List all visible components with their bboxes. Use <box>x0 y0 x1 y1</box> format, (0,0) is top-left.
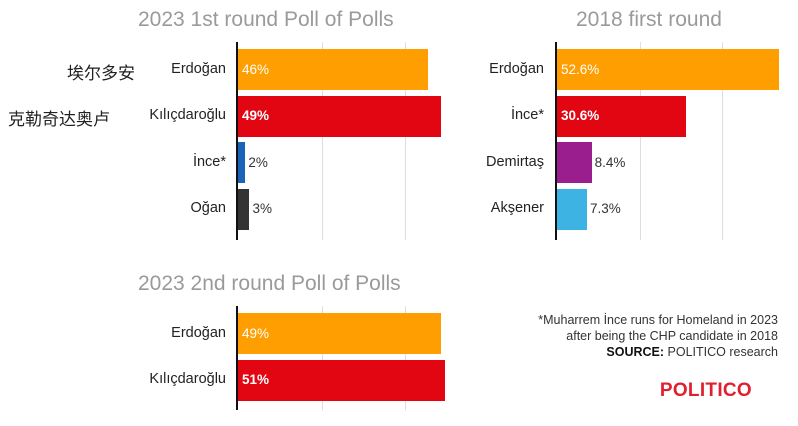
bar <box>237 188 250 230</box>
footnote-source: SOURCE: POLITICO research <box>458 344 778 360</box>
gridline <box>405 306 406 410</box>
value-label: 2% <box>248 154 268 170</box>
bar <box>237 49 429 90</box>
footnote: *Muharrem İnce runs for Homeland in 2023… <box>458 312 778 360</box>
value-label: 3% <box>252 201 272 216</box>
gridline <box>722 42 723 240</box>
category-label: Oğan <box>190 200 226 216</box>
value-label: 7.3% <box>589 201 621 216</box>
chart-title: 2018 first round <box>576 8 722 31</box>
chart-title: 2023 1st round Poll of Polls <box>138 8 394 31</box>
bar <box>556 95 686 137</box>
bar <box>556 49 779 90</box>
footnote-line-1: *Muharrem İnce runs for Homeland in 2023 <box>538 313 778 327</box>
chart-title: 2023 2nd round Poll of Polls <box>138 272 401 295</box>
footnote-line-2: after being the CHP candidate in 2018 <box>566 329 778 343</box>
category-alias-label: 埃尔多安 <box>67 63 135 84</box>
y-axis-line <box>236 306 238 410</box>
y-axis-line <box>236 42 238 240</box>
politico-logo: POLITICO <box>659 380 752 401</box>
value-label: 49% <box>242 108 270 123</box>
category-label: Erdoğan <box>171 60 226 77</box>
value-label: 51% <box>242 372 270 387</box>
y-axis-line <box>555 42 557 240</box>
category-label: İnce* <box>510 107 544 123</box>
value-label: 49% <box>242 325 270 341</box>
category-alias-label: 克勒奇达奥卢 <box>8 110 110 130</box>
category-label: Erdoğan <box>489 60 544 77</box>
gridline <box>405 42 406 240</box>
bar <box>237 359 445 401</box>
category-label: Demirtaş <box>485 153 544 170</box>
value-label: 30.6% <box>561 108 600 123</box>
bar <box>556 188 587 230</box>
source-label: SOURCE: <box>606 345 665 359</box>
category-label: Akşener <box>490 200 544 216</box>
category-label: Kılıçdaroğlu <box>149 371 226 387</box>
bar <box>556 142 592 183</box>
gridline <box>640 42 641 240</box>
category-label: Kılıçdaroğlu <box>149 107 226 123</box>
category-label: Erdoğan <box>171 324 226 341</box>
gridline <box>322 306 323 410</box>
bar <box>237 313 441 354</box>
source-text: POLITICO research <box>667 345 778 359</box>
value-label: 8.4% <box>594 154 626 170</box>
category-label: İnce* <box>192 153 226 170</box>
bar <box>237 95 441 137</box>
bar <box>237 142 246 183</box>
value-label: 52.6% <box>561 61 600 77</box>
value-label: 46% <box>242 61 270 77</box>
gridline <box>322 42 323 240</box>
